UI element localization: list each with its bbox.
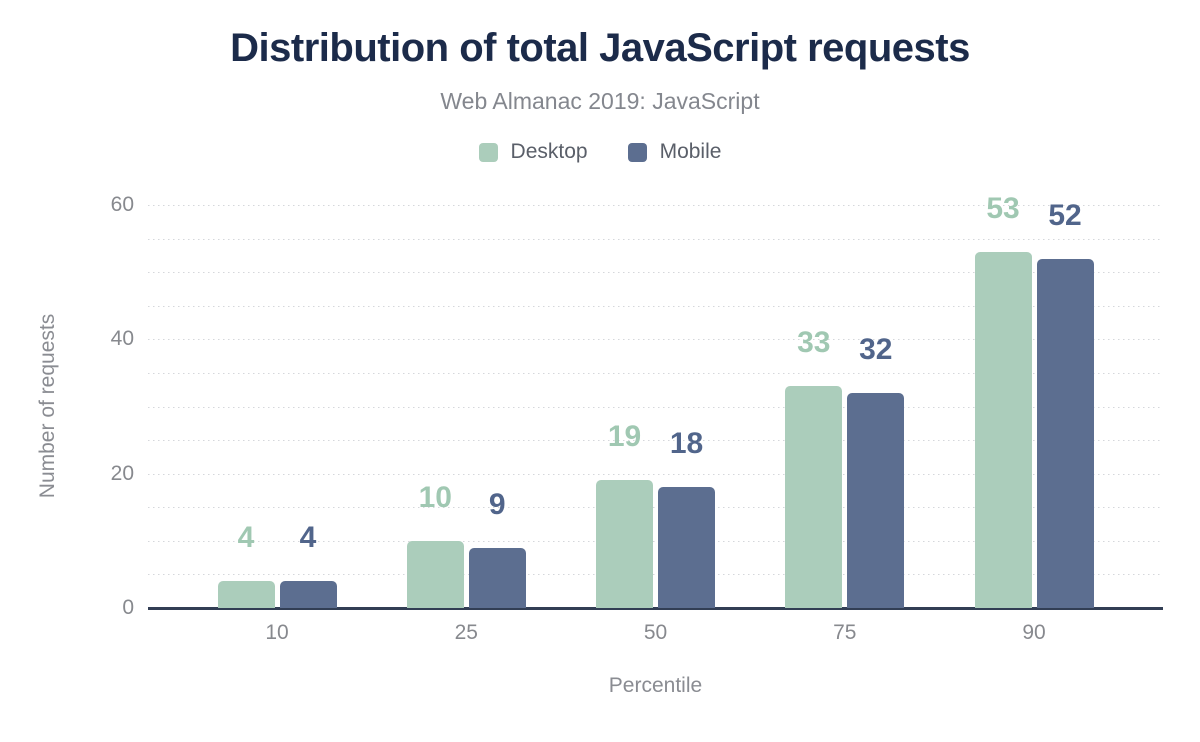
bar-desktop-p75[interactable]: [785, 386, 843, 608]
chart-subtitle: Web Almanac 2019: JavaScript: [440, 88, 760, 114]
x-tick-label: 25: [454, 621, 478, 644]
gridline: [148, 272, 1163, 274]
gridline: [148, 205, 1163, 206]
gridline: [148, 507, 1163, 509]
bar-value-label-mobile-p25: 9: [488, 487, 506, 521]
bar-desktop-p50[interactable]: [596, 480, 653, 608]
legend-label-mobile: Mobile: [659, 140, 722, 163]
legend-label-desktop: Desktop: [510, 140, 588, 163]
bar-value-label-mobile-p90: 52: [1048, 198, 1082, 232]
gridline: [148, 305, 1163, 307]
gridline: [148, 440, 1163, 442]
bar-mobile-p50[interactable]: [658, 487, 715, 608]
legend: Desktop Mobile: [0, 140, 1200, 164]
y-tick-label: 60: [110, 193, 134, 216]
gridline: [148, 473, 1163, 475]
bar-value-label-mobile-p10: 4: [299, 521, 317, 555]
bar-desktop-p25[interactable]: [406, 540, 464, 608]
y-tick-label: 0: [122, 596, 134, 619]
legend-item-mobile[interactable]: Mobile: [627, 140, 722, 164]
gridline: [148, 574, 1163, 576]
x-tick-label: 50: [643, 621, 668, 644]
gridline: [148, 339, 1163, 341]
legend-item-desktop[interactable]: Desktop: [478, 140, 588, 164]
bar-mobile-p25[interactable]: [468, 547, 526, 608]
bar-value-label-desktop-p25: 10: [418, 480, 452, 514]
bar-value-label-desktop-p90: 53: [986, 192, 1020, 226]
gridline: [148, 406, 1163, 408]
gridline: [148, 238, 1163, 240]
bar-desktop-p10[interactable]: [217, 581, 275, 608]
x-tick-label: 10: [265, 621, 289, 644]
bar-mobile-p75[interactable]: [847, 393, 905, 608]
x-tick-label: 90: [1022, 621, 1046, 644]
x-axis-title: Percentile: [608, 674, 703, 697]
bar-value-label-desktop-p50: 19: [607, 420, 642, 454]
chart-title: Distribution of total JavaScript request…: [230, 26, 970, 70]
y-tick-label: 20: [110, 461, 134, 485]
legend-swatch-desktop-icon: [478, 142, 498, 162]
bar-desktop-p90[interactable]: [974, 252, 1032, 608]
gridline: [148, 372, 1163, 374]
bar-value-label-desktop-p10: 4: [237, 521, 255, 555]
bar-value-label-mobile-p75: 32: [859, 333, 893, 367]
bar-value-label-mobile-p50: 18: [669, 427, 704, 461]
gridline: [148, 540, 1163, 542]
x-axis-line: [148, 607, 1163, 610]
y-axis-title: Number of requests: [36, 313, 59, 499]
x-tick-label: 75: [833, 621, 857, 644]
bar-mobile-p10[interactable]: [279, 581, 337, 608]
y-tick-label: 40: [110, 327, 134, 351]
legend-swatch-mobile-icon: [627, 142, 647, 162]
bar-value-label-desktop-p75: 33: [797, 326, 831, 360]
plot-area: 0 20 40 60 4 4 10 10 9 25 19 18 50 33 32 75 53 52 90: [111, 193, 1163, 644]
bar-mobile-p90[interactable]: [1036, 258, 1094, 608]
